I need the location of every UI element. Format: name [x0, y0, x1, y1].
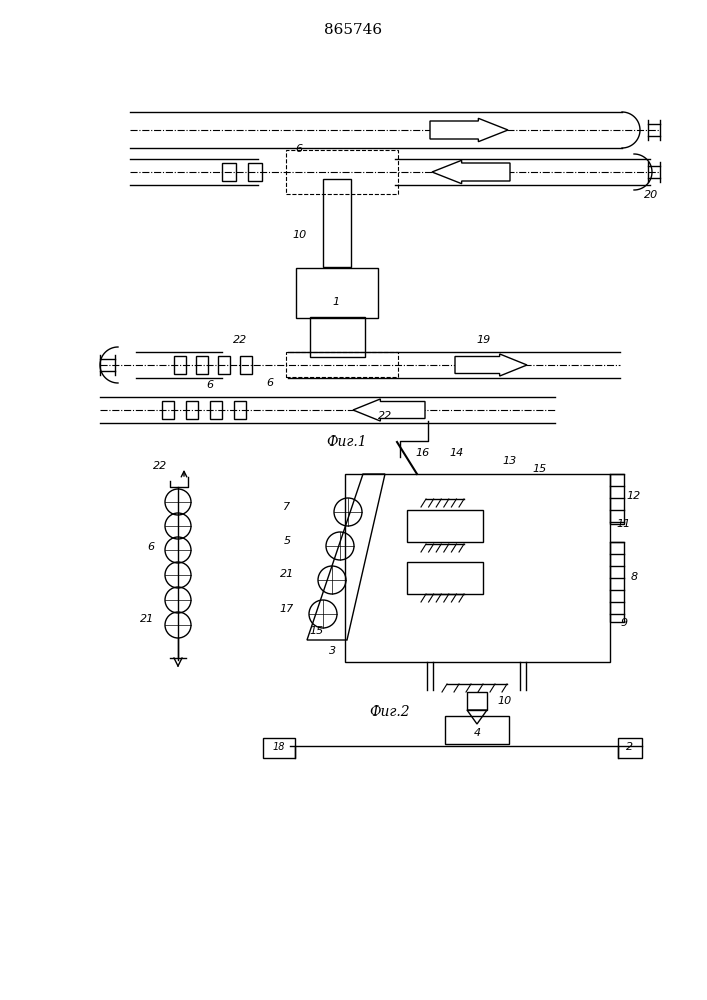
FancyArrow shape — [353, 399, 425, 421]
Text: 21: 21 — [280, 569, 294, 579]
Bar — [186, 401, 198, 419]
Text: 9: 9 — [621, 618, 628, 628]
Bar — [296, 268, 378, 318]
Bar — [445, 716, 509, 744]
Bar — [234, 401, 246, 419]
Bar — [407, 562, 483, 594]
Text: 22: 22 — [153, 461, 167, 471]
Text: 4: 4 — [474, 728, 481, 738]
Text: 14: 14 — [450, 448, 464, 458]
Bar — [323, 179, 351, 267]
Bar — [218, 356, 230, 374]
Text: 18: 18 — [273, 742, 285, 752]
Text: 22: 22 — [378, 411, 392, 421]
Text: 22: 22 — [233, 335, 247, 345]
Text: Фиг.2: Фиг.2 — [370, 705, 410, 719]
Text: Фиг.1: Фиг.1 — [327, 435, 368, 449]
Text: 2: 2 — [626, 742, 633, 752]
Text: 21: 21 — [140, 614, 154, 624]
Text: 11: 11 — [617, 519, 631, 529]
Bar — [210, 401, 222, 419]
Bar — [407, 510, 483, 542]
Bar — [174, 356, 186, 374]
Text: 3: 3 — [329, 646, 337, 656]
Text: 20: 20 — [644, 190, 658, 200]
Text: 6: 6 — [206, 380, 214, 390]
Text: 6: 6 — [147, 542, 154, 552]
Bar — [162, 401, 174, 419]
Text: 10: 10 — [293, 230, 307, 240]
FancyArrow shape — [455, 354, 527, 376]
Text: 15: 15 — [310, 626, 324, 636]
Text: 7: 7 — [284, 502, 291, 512]
Text: 5: 5 — [284, 536, 291, 546]
Bar — [196, 356, 208, 374]
Bar — [248, 163, 262, 181]
FancyArrow shape — [432, 160, 510, 184]
Bar — [467, 692, 487, 710]
Bar — [610, 474, 624, 524]
Text: 13: 13 — [503, 456, 517, 466]
Bar — [610, 542, 624, 622]
Text: 16: 16 — [416, 448, 430, 458]
Bar — [263, 738, 295, 758]
Text: 1: 1 — [332, 297, 339, 307]
Text: 8: 8 — [631, 572, 638, 582]
Bar — [618, 738, 642, 758]
Bar — [310, 317, 365, 357]
Text: 17: 17 — [280, 604, 294, 614]
Text: 6: 6 — [296, 144, 303, 154]
Text: 6: 6 — [267, 378, 274, 388]
FancyArrow shape — [430, 118, 508, 142]
Text: 19: 19 — [477, 335, 491, 345]
Bar — [240, 356, 252, 374]
Bar — [222, 163, 236, 181]
Text: 15: 15 — [533, 464, 547, 474]
Text: 865746: 865746 — [324, 23, 382, 37]
Text: 12: 12 — [627, 491, 641, 501]
Text: 10: 10 — [497, 696, 511, 706]
